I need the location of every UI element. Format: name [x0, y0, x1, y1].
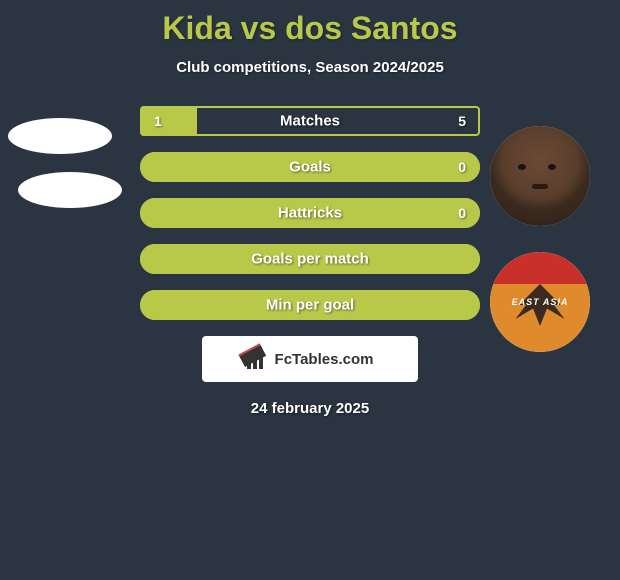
watermark-text: FcTables.com [275, 351, 374, 368]
stats-bars: 15Matches 0Goals 0Hattricks Goals per match… [140, 106, 480, 320]
watermark: FcTables.com [202, 336, 418, 382]
date-label: 24 february 2025 [0, 400, 620, 417]
stat-bar-min-per-goal: Min per goal [140, 290, 480, 320]
stat-label: Matches [140, 113, 480, 130]
stat-label: Min per goal [140, 297, 480, 314]
stat-label: Goals per match [140, 251, 480, 268]
club-crest-label: EAST ASIA [490, 297, 590, 307]
stat-bar-hattricks: 0Hattricks [140, 198, 480, 228]
stat-bar-goals-per-match: Goals per match [140, 244, 480, 274]
player-right-avatar [490, 126, 590, 226]
page-title: Kida vs dos Santos [0, 0, 620, 47]
stat-bar-goals: 0Goals [140, 152, 480, 182]
stat-label: Goals [140, 159, 480, 176]
player-left-club-badge [18, 172, 122, 208]
player-right-club-badge: EAST ASIA [490, 252, 590, 352]
player-left-avatar [8, 118, 112, 154]
chart-icon [247, 349, 269, 369]
stat-label: Hattricks [140, 205, 480, 222]
stat-bar-matches: 15Matches [140, 106, 480, 136]
subtitle: Club competitions, Season 2024/2025 [0, 59, 620, 76]
